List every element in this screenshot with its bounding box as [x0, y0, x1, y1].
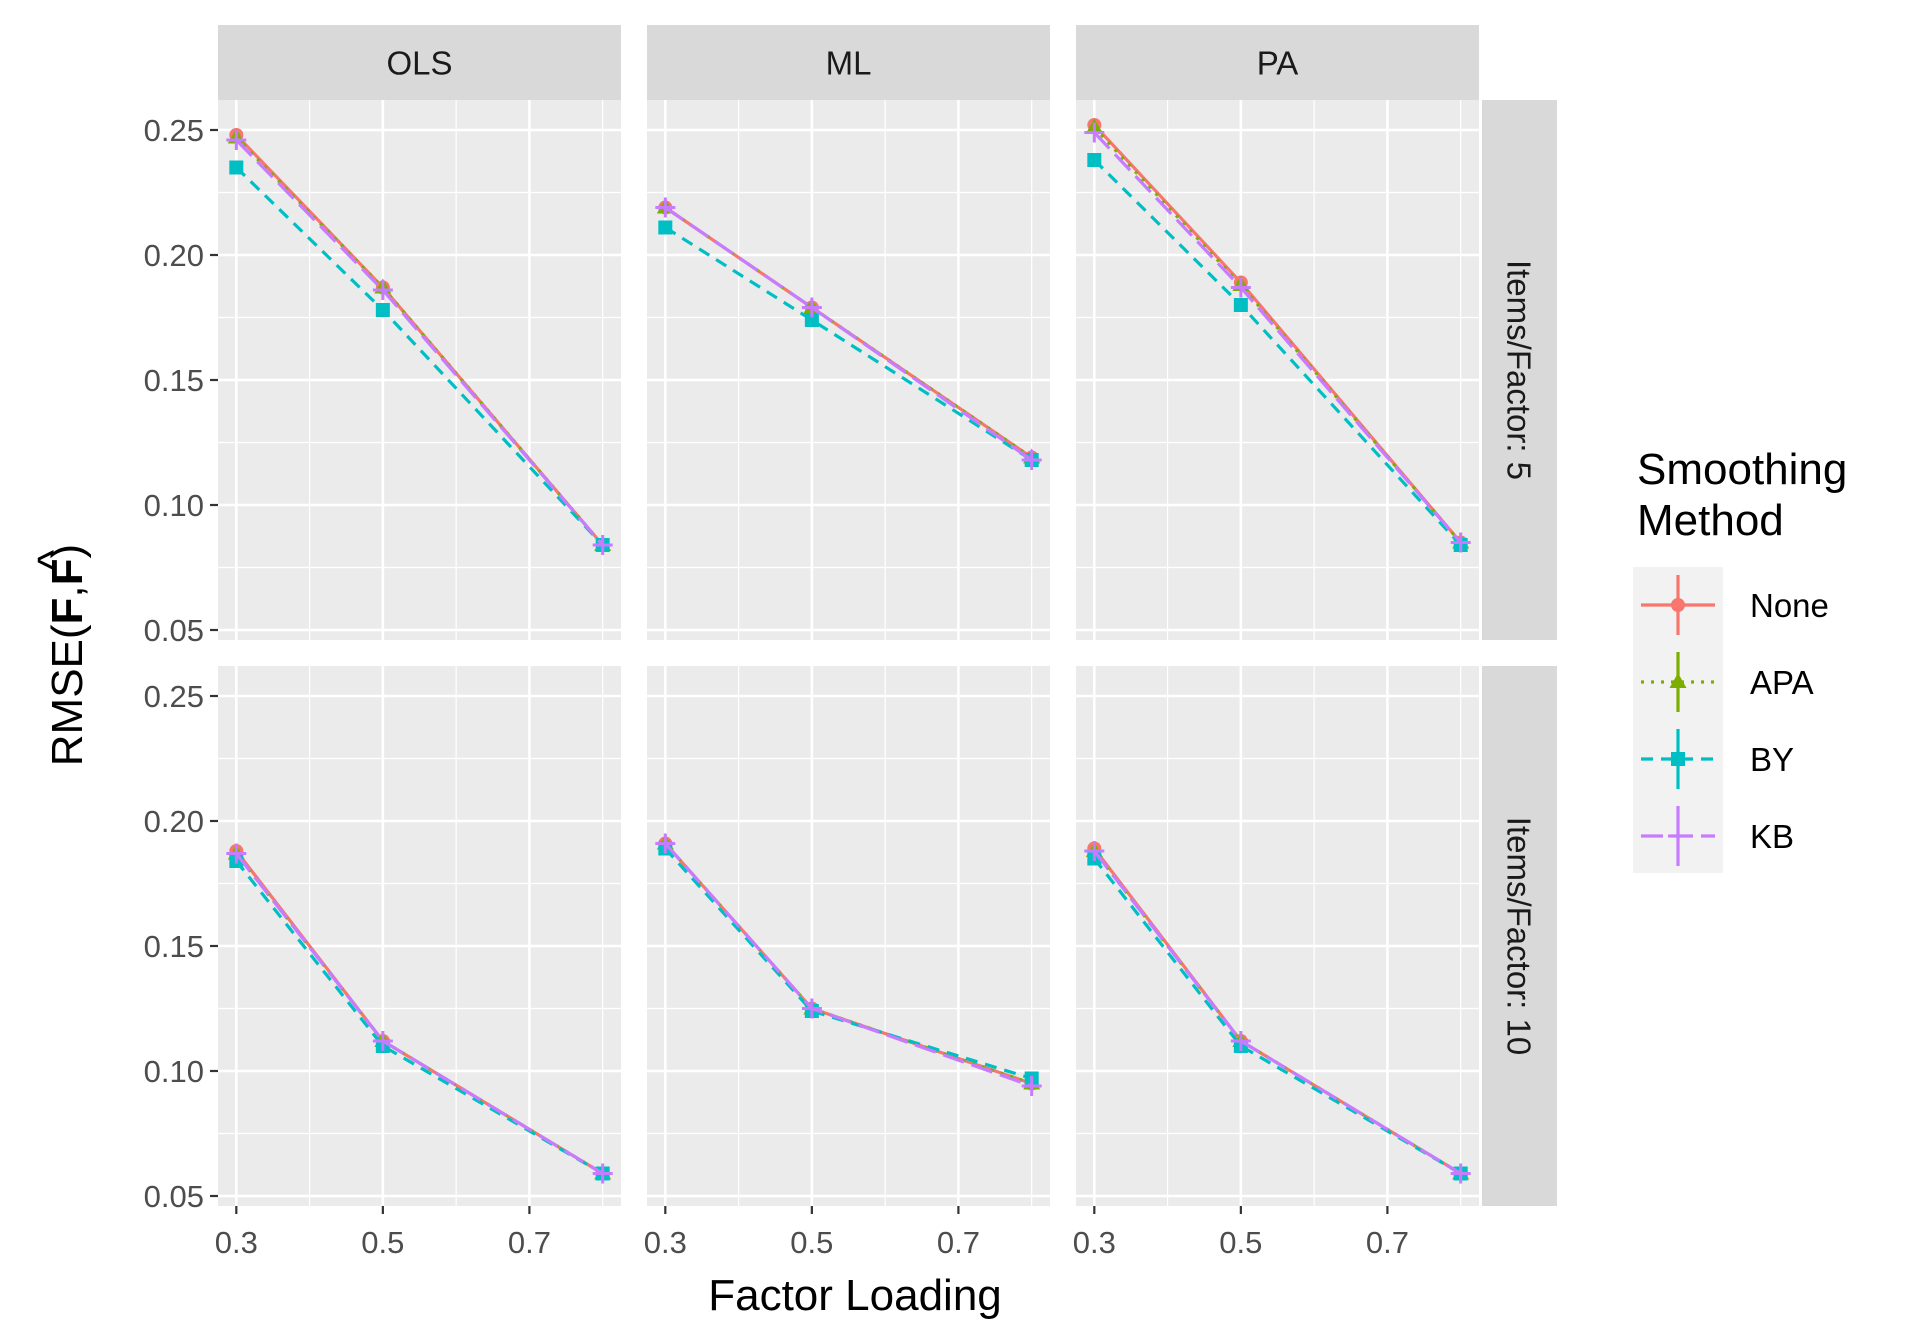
data-point-kb-0.3	[655, 197, 676, 218]
panel-background	[1076, 666, 1479, 1206]
data-point-by-0.5	[804, 313, 819, 327]
data-point-kb-0.8	[592, 1163, 613, 1184]
series-kb	[226, 843, 613, 1184]
legend: Smoothing Method None APA BY KB	[1633, 445, 1847, 873]
panel-ols-row-2	[218, 666, 621, 1206]
legend-keys: None APA BY KB	[1641, 575, 1829, 866]
panel-background	[647, 100, 1050, 640]
strip-label-ml: ML	[826, 45, 872, 82]
data-point-kb-0.8	[592, 535, 613, 555]
y-tick-label: 0.10	[144, 1054, 204, 1089]
legend-label-by: BY	[1750, 741, 1794, 778]
strip-label-ols: OLS	[386, 45, 452, 82]
legend-label-apa: APA	[1750, 664, 1814, 701]
panel-pa-row-2	[1076, 666, 1479, 1206]
legend-item-none: None	[1641, 575, 1829, 635]
panel-pa-row-1	[1076, 100, 1479, 640]
y-tick-label: 0.10	[144, 488, 204, 523]
facet-strips: OLS ML PA Items/Factor: 5 Items/Factor: 10	[218, 25, 1557, 1206]
data-point-kb-0.3	[1084, 841, 1105, 861]
row-strip-2	[1482, 666, 1557, 1206]
data-point-kb-0.3	[226, 130, 247, 150]
series-kb	[655, 197, 1042, 470]
series-by	[658, 220, 1039, 467]
legend-marker-apa	[1669, 673, 1687, 688]
legend-title-line1: Smoothing	[1637, 445, 1847, 494]
data-point-kb-0.8	[1450, 532, 1471, 553]
series-line-kb	[235, 138, 604, 547]
data-point-by-0.5	[1233, 298, 1248, 312]
series-line-kb	[235, 852, 604, 1175]
data-point-kb-0.8	[1021, 450, 1042, 470]
x-tick-label: 0.5	[790, 1225, 833, 1260]
axes: 0.05 0.10 0.15 0.20 0.25 0.05 0.10 0.15 0.20 0.25…	[144, 113, 1409, 1260]
data-point-kb-0.5	[1230, 277, 1251, 298]
y-tick-label: 0.05	[144, 1179, 204, 1214]
legend-marker-kb	[1668, 826, 1688, 846]
panel-background	[1076, 100, 1479, 640]
strip-label-pa: PA	[1257, 45, 1299, 82]
data-point-kb-0.3	[226, 843, 247, 864]
data-point-kb-0.3	[655, 833, 676, 854]
legend-item-by: BY	[1641, 729, 1794, 789]
strip-pa	[1076, 25, 1479, 100]
row-strip-1	[1482, 100, 1557, 640]
data-point-kb-0.5	[1230, 1031, 1251, 1051]
x-tick-label: 0.5	[1219, 1225, 1262, 1260]
y-tick-label: 0.15	[144, 929, 204, 964]
legend-marker-by	[1671, 752, 1685, 766]
panel-ml-row-1	[647, 100, 1050, 640]
series-kb	[655, 833, 1042, 1096]
y-tick-label: 0.15	[144, 363, 204, 398]
y-axis-title-hat: ^	[29, 549, 78, 570]
legend-marker-none	[1671, 598, 1685, 612]
series-by	[229, 160, 610, 552]
data-point-kb-0.8	[1450, 1163, 1471, 1184]
strip-ml	[647, 25, 1050, 100]
y-tick-label: 0.05	[144, 613, 204, 648]
x-axis-title: Factor Loading	[708, 1271, 1002, 1320]
series-line-kb	[1093, 850, 1462, 1175]
x-tick-label: 0.5	[361, 1225, 404, 1260]
series-kb	[1084, 841, 1471, 1184]
legend-label-kb: KB	[1750, 818, 1794, 855]
y-tick-label: 0.20	[144, 238, 204, 273]
y-tick-label: 0.25	[144, 113, 204, 148]
legend-title-line2: Method	[1637, 496, 1784, 545]
panel-ml-row-2	[647, 666, 1050, 1206]
data-point-kb-0.5	[801, 998, 822, 1019]
row-strip-label-2: Items/Factor: 10	[1501, 817, 1538, 1055]
data-point-by-0.3	[1087, 153, 1102, 167]
x-tick-label: 0.3	[1073, 1225, 1116, 1260]
row-strip-label-1: Items/Factor: 5	[1501, 260, 1538, 480]
legend-item-kb: KB	[1641, 806, 1794, 866]
y-axis-title: RMSE(F,F)	[43, 544, 92, 766]
data-point-kb-0.5	[801, 297, 822, 318]
panels	[218, 100, 1479, 1206]
panel-background	[218, 666, 621, 1206]
series-kb	[1084, 122, 1471, 553]
legend-label-none: None	[1750, 587, 1829, 624]
data-point-by-0.3	[658, 220, 673, 235]
panel-background	[647, 666, 1050, 1206]
legend-item-apa: APA	[1641, 652, 1814, 712]
x-tick-label: 0.7	[937, 1225, 980, 1260]
data-point-by-0.3	[229, 160, 244, 175]
x-tick-label: 0.7	[508, 1225, 551, 1260]
series-kb	[226, 130, 613, 555]
data-point-kb-0.5	[372, 1031, 393, 1051]
strip-ols	[218, 25, 621, 100]
data-point-by-0.5	[375, 303, 390, 317]
data-point-kb-0.5	[372, 280, 393, 300]
x-tick-label: 0.3	[644, 1225, 687, 1260]
x-tick-label: 0.7	[1366, 1225, 1409, 1260]
series-line-by	[664, 226, 1033, 462]
x-tick-label: 0.3	[215, 1225, 258, 1260]
panel-ols-row-1	[218, 100, 621, 640]
y-tick-label: 0.20	[144, 804, 204, 839]
data-point-kb-0.3	[1084, 122, 1105, 143]
data-point-kb-0.8	[1021, 1076, 1042, 1096]
y-tick-label: 0.25	[144, 679, 204, 714]
